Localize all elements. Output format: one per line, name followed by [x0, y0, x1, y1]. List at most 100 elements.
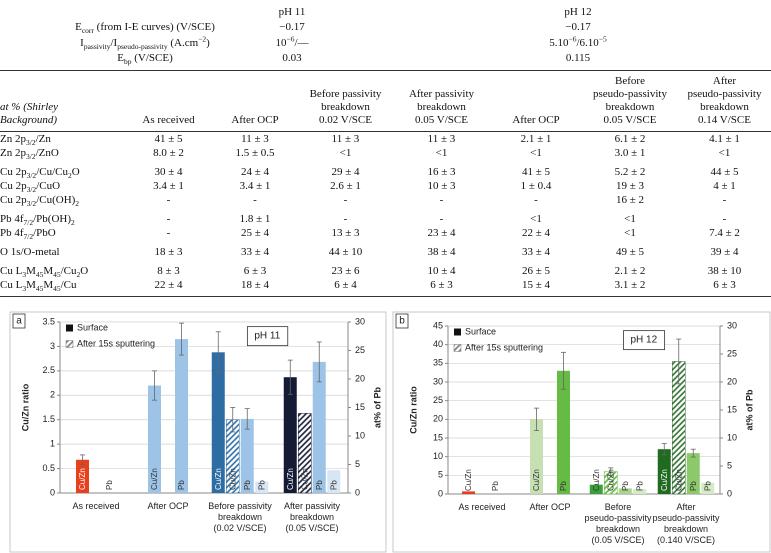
text-run: E — [75, 21, 82, 33]
cell: - — [722, 212, 727, 225]
cell: 6 ± 3 — [430, 278, 453, 291]
cell: 16 ± 2 — [615, 193, 645, 206]
text-run: /I — [110, 37, 118, 49]
text-run: /Cu(OH) — [36, 193, 76, 206]
y2-tick-label: 30 — [727, 320, 737, 330]
y-tick-label: 15 — [433, 432, 443, 442]
table-row: Cu 2p3/2/CuO 3.4 ± 1 3.4 ± 1 2.6 ± 1 10 ± 3 1… — [0, 179, 771, 193]
column-header: As received — [125, 70, 212, 132]
bar — [701, 482, 715, 494]
table-row: Cu 2p3/2/Cu(OH)2 - - - - - 16 ± 2 - — [0, 193, 771, 207]
bar — [657, 449, 671, 494]
error-bar — [230, 407, 236, 433]
subscript: 7/2 — [23, 217, 34, 227]
x-tick-label: After OCP — [529, 502, 571, 512]
bar — [298, 413, 312, 494]
text-run: /ZnO — [35, 146, 59, 159]
text-run: 10 — [275, 37, 287, 49]
panel-label: b — [399, 316, 405, 327]
cell: 38 ± 10 — [707, 264, 742, 277]
row-label: Cu 2p3/2/Cu/Cu2O — [0, 160, 125, 179]
bar-label: Cu/Zn — [78, 468, 87, 490]
legend-swatch — [66, 324, 73, 332]
cell: - — [534, 193, 538, 206]
cell: 4.1 ± 1 — [709, 132, 740, 145]
y2-tick-label: 25 — [355, 345, 365, 355]
error-bar — [80, 454, 85, 466]
cell: 23 ± 6 — [331, 264, 360, 277]
bar-label: Pb — [257, 480, 266, 490]
text-run: /Zn — [35, 132, 51, 145]
y-axis-label: Cu/Zn ratio — [408, 386, 418, 434]
x-tick-label: After OCP — [147, 501, 189, 511]
column-header: After OCP — [490, 70, 582, 132]
subscript: 3/2 — [26, 170, 37, 180]
y2-tick-label: 0 — [355, 487, 360, 497]
table-row: Cu 2p3/2/Cu/Cu2O 30 ± 4 24 ± 4 29 ± 4 16 ± 3… — [0, 160, 771, 179]
row-label: Cu 2p3/2/CuO — [0, 179, 125, 193]
cell: 33 ± 4 — [521, 245, 551, 258]
y-tick-label: 3 — [50, 341, 55, 351]
y-axis-label: Cu/Zn ratio — [20, 383, 30, 431]
cell: 19 ± 3 — [615, 179, 645, 192]
text-run: O 1s/O-metal — [0, 245, 60, 258]
bar — [240, 418, 254, 493]
annotation: pH 12 — [630, 335, 657, 346]
cell: 18 ± 4 — [240, 278, 270, 291]
y2-tick-label: 10 — [727, 432, 737, 442]
bar-label: Cu/Zn — [300, 468, 309, 490]
column-header: pH 11 — [278, 6, 306, 18]
bar — [211, 352, 225, 493]
bar-label: Pb — [243, 480, 252, 490]
bar — [618, 488, 632, 494]
cell: 10 ± 4 — [427, 264, 456, 277]
cell: 6 ± 4 — [334, 278, 357, 291]
error-bar — [561, 351, 566, 390]
text-run: O — [71, 165, 80, 178]
cell: 30 ± 4 — [154, 165, 183, 178]
column-header: After OCP — [212, 70, 298, 132]
bar-label: Cu/Zn — [214, 468, 223, 490]
bar — [686, 453, 700, 494]
y-tick-label: 0 — [50, 487, 55, 497]
table-row: Pb 4f7/2/Pb(OH)2 - 1.8 ± 1 - - <1 <1 - — [0, 207, 771, 226]
error-bar — [534, 407, 539, 431]
superscript: −6 — [286, 34, 295, 44]
subscript: bp — [123, 57, 132, 67]
y2-tick-label: 25 — [727, 348, 737, 358]
x-tick-label: After pseudo-passivity breakdown (0.140 … — [652, 502, 720, 545]
superscript: −6 — [568, 34, 577, 44]
subscript: 2 — [75, 198, 80, 208]
annotation-box — [623, 330, 666, 351]
cell: 8.0 ± 2 — [153, 146, 184, 159]
text-run: /— — [294, 37, 309, 49]
legend-label: After 15s sputtering — [465, 342, 543, 352]
table-row: O 1s/O-metal 18 ± 3 33 ± 4 44 ± 10 38 ± 4 33 … — [0, 240, 771, 259]
bar — [530, 419, 543, 494]
error-bar — [676, 338, 682, 385]
bar-label: Pb — [177, 480, 186, 490]
bar-label: Pb — [621, 481, 630, 491]
bar — [589, 484, 603, 494]
text-run: Pb 4f — [0, 212, 24, 225]
header-row: at % (Shirley Background) As received Afte… — [0, 70, 771, 132]
column-header: After passivity breakdown 0.05 V/SCE — [393, 70, 490, 132]
cell: 1.5 ± 0.5 — [235, 146, 275, 159]
row-label: O 1s/O-metal — [0, 240, 125, 259]
cell: 2.1 ± 1 — [520, 132, 552, 145]
bar — [462, 491, 475, 494]
bar — [633, 488, 647, 494]
cell: - — [166, 193, 171, 206]
y2-axis-label: at% of Pb — [744, 389, 754, 431]
subscript: pseudo-passivity — [117, 42, 168, 52]
cell: 10−6/— — [275, 34, 309, 49]
cell: 0.03 — [282, 52, 302, 64]
subscript: 3/2 — [26, 184, 37, 194]
cell: 13 ± 3 — [331, 226, 360, 239]
cell: 41 ± 5 — [521, 165, 551, 178]
y-tick-label: 2.5 — [42, 365, 55, 375]
y2-tick-label: 10 — [355, 430, 365, 440]
subscript: 2 — [76, 269, 81, 279]
y2-tick-label: 20 — [355, 373, 365, 383]
